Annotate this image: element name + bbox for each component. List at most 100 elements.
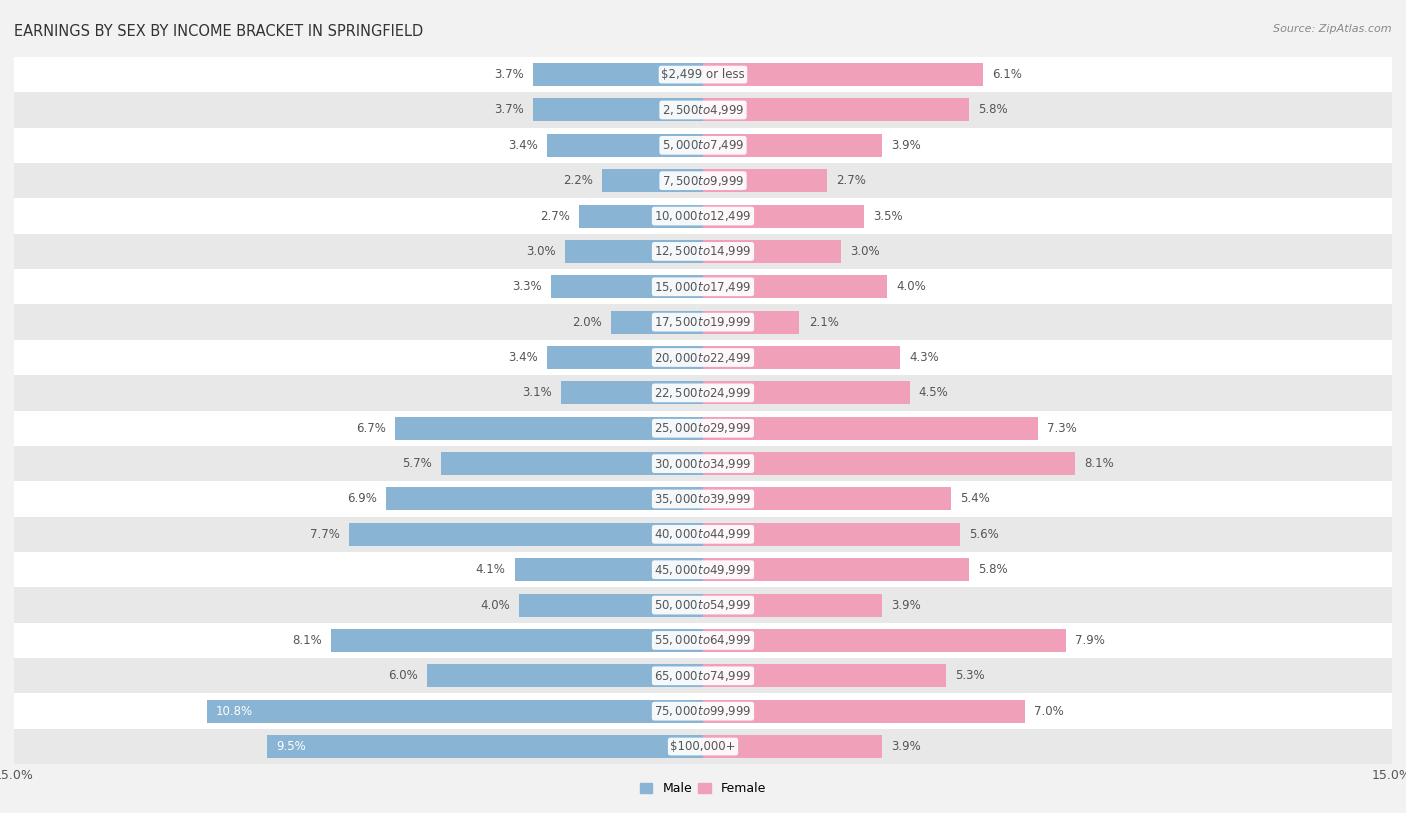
Text: 6.0%: 6.0% <box>388 669 418 682</box>
Text: 2.7%: 2.7% <box>540 210 569 223</box>
Text: 7.9%: 7.9% <box>1076 634 1105 647</box>
Bar <box>14 659 1392 693</box>
Text: 3.4%: 3.4% <box>508 351 537 364</box>
Text: $40,000 to $44,999: $40,000 to $44,999 <box>654 528 752 541</box>
Text: 6.1%: 6.1% <box>993 68 1022 81</box>
Bar <box>515 559 703 581</box>
Text: 4.5%: 4.5% <box>920 386 949 399</box>
Bar <box>703 134 882 157</box>
Bar <box>561 381 703 404</box>
Text: 5.4%: 5.4% <box>960 493 990 506</box>
Text: $55,000 to $64,999: $55,000 to $64,999 <box>654 633 752 647</box>
Bar <box>14 411 1392 446</box>
Bar <box>427 664 703 687</box>
Bar <box>703 523 960 546</box>
Bar <box>533 98 703 121</box>
Bar <box>14 304 1392 340</box>
Bar <box>703 169 827 192</box>
Legend: Male, Female: Male, Female <box>636 777 770 801</box>
Text: $5,000 to $7,499: $5,000 to $7,499 <box>662 138 744 152</box>
Bar <box>703 63 983 86</box>
Bar <box>703 276 887 298</box>
Text: 3.9%: 3.9% <box>891 598 921 611</box>
Bar <box>703 593 882 616</box>
Text: 4.0%: 4.0% <box>481 598 510 611</box>
Text: 3.1%: 3.1% <box>522 386 551 399</box>
Text: $35,000 to $39,999: $35,000 to $39,999 <box>654 492 752 506</box>
Text: 5.6%: 5.6% <box>969 528 1000 541</box>
Bar <box>14 552 1392 587</box>
Text: 5.3%: 5.3% <box>956 669 986 682</box>
Bar <box>14 340 1392 375</box>
Text: 4.1%: 4.1% <box>475 563 506 576</box>
Bar <box>14 729 1392 764</box>
Text: 7.7%: 7.7% <box>311 528 340 541</box>
Text: 5.8%: 5.8% <box>979 103 1008 116</box>
Bar <box>14 376 1392 411</box>
Bar <box>703 559 969 581</box>
Text: 7.0%: 7.0% <box>1033 705 1063 718</box>
Bar <box>14 446 1392 481</box>
Text: 10.8%: 10.8% <box>217 705 253 718</box>
Bar <box>703 381 910 404</box>
Text: 2.2%: 2.2% <box>562 174 593 187</box>
Text: 6.9%: 6.9% <box>347 493 377 506</box>
Bar <box>14 693 1392 729</box>
Bar <box>565 240 703 263</box>
Text: 8.1%: 8.1% <box>1084 457 1114 470</box>
Text: $50,000 to $54,999: $50,000 to $54,999 <box>654 598 752 612</box>
Bar <box>551 276 703 298</box>
Bar <box>533 63 703 86</box>
Text: 3.3%: 3.3% <box>513 280 543 293</box>
Bar <box>14 481 1392 517</box>
Bar <box>703 417 1038 440</box>
Bar <box>14 163 1392 198</box>
Text: 3.4%: 3.4% <box>508 139 537 152</box>
Text: $12,500 to $14,999: $12,500 to $14,999 <box>654 245 752 259</box>
Bar <box>14 92 1392 128</box>
Text: $17,500 to $19,999: $17,500 to $19,999 <box>654 315 752 329</box>
Text: 5.7%: 5.7% <box>402 457 432 470</box>
Text: 8.1%: 8.1% <box>292 634 322 647</box>
Text: $10,000 to $12,499: $10,000 to $12,499 <box>654 209 752 223</box>
Text: $2,499 or less: $2,499 or less <box>661 68 745 81</box>
Text: Source: ZipAtlas.com: Source: ZipAtlas.com <box>1274 24 1392 34</box>
Text: 6.7%: 6.7% <box>356 422 387 435</box>
Bar <box>703 488 950 511</box>
Text: 4.3%: 4.3% <box>910 351 939 364</box>
Bar <box>387 488 703 511</box>
Text: 3.0%: 3.0% <box>851 245 880 258</box>
Bar <box>14 233 1392 269</box>
Text: 7.3%: 7.3% <box>1047 422 1077 435</box>
Bar <box>703 346 900 369</box>
Text: 2.1%: 2.1% <box>808 315 838 328</box>
Bar <box>207 700 703 723</box>
Bar <box>703 735 882 758</box>
Bar <box>703 629 1066 652</box>
Text: 3.9%: 3.9% <box>891 139 921 152</box>
Bar <box>330 629 703 652</box>
Bar <box>14 587 1392 623</box>
Bar <box>703 311 800 333</box>
Text: $30,000 to $34,999: $30,000 to $34,999 <box>654 457 752 471</box>
Text: $15,000 to $17,499: $15,000 to $17,499 <box>654 280 752 293</box>
Text: EARNINGS BY SEX BY INCOME BRACKET IN SPRINGFIELD: EARNINGS BY SEX BY INCOME BRACKET IN SPR… <box>14 24 423 39</box>
Text: $22,500 to $24,999: $22,500 to $24,999 <box>654 386 752 400</box>
Text: $75,000 to $99,999: $75,000 to $99,999 <box>654 704 752 718</box>
Bar <box>14 57 1392 92</box>
Bar <box>395 417 703 440</box>
Bar <box>703 240 841 263</box>
Text: 3.0%: 3.0% <box>526 245 555 258</box>
Text: $45,000 to $49,999: $45,000 to $49,999 <box>654 563 752 576</box>
Text: $65,000 to $74,999: $65,000 to $74,999 <box>654 669 752 683</box>
Bar <box>14 269 1392 304</box>
Text: $25,000 to $29,999: $25,000 to $29,999 <box>654 421 752 435</box>
Bar <box>602 169 703 192</box>
Text: $2,500 to $4,999: $2,500 to $4,999 <box>662 103 744 117</box>
Bar <box>441 452 703 475</box>
Bar <box>14 623 1392 659</box>
Bar <box>349 523 703 546</box>
Text: 3.5%: 3.5% <box>873 210 903 223</box>
Bar <box>14 128 1392 163</box>
Bar <box>519 593 703 616</box>
